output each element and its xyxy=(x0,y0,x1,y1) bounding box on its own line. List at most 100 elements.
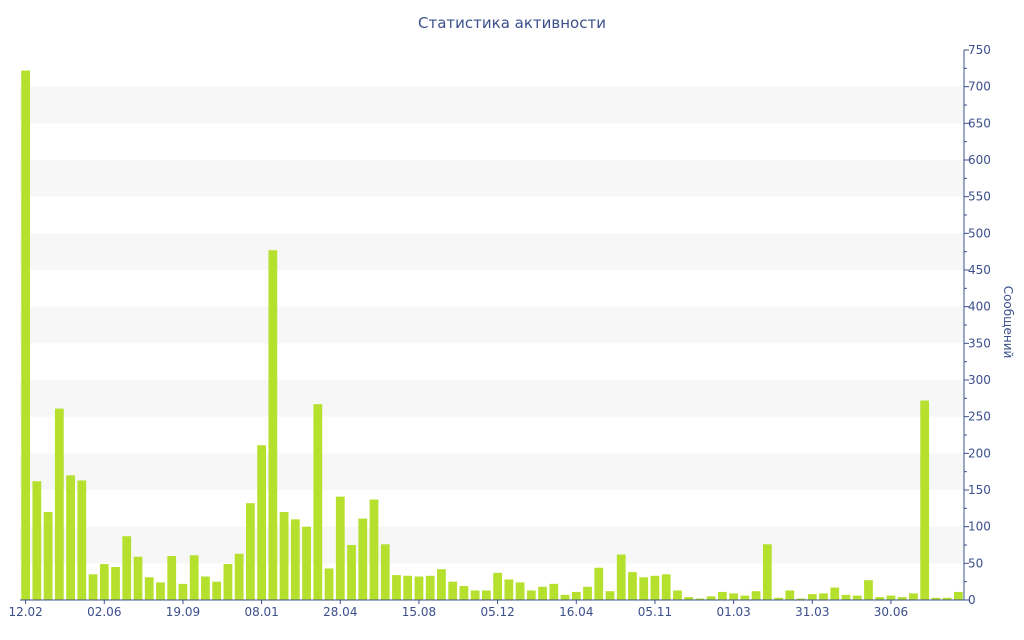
y-tick-label: 0 xyxy=(968,593,976,607)
bar xyxy=(673,590,682,600)
bar xyxy=(369,499,379,600)
bar xyxy=(504,579,514,600)
x-tick-label: 05.12 xyxy=(480,605,514,619)
bar xyxy=(841,594,851,600)
bar xyxy=(852,595,862,600)
bar xyxy=(167,556,177,600)
bar xyxy=(628,572,637,600)
bar xyxy=(279,512,289,600)
y-tick-label: 500 xyxy=(968,226,991,240)
bar xyxy=(66,475,75,600)
y-tick-label: 350 xyxy=(968,336,991,350)
bar xyxy=(32,481,42,600)
bar xyxy=(774,597,783,600)
bar xyxy=(583,586,592,600)
bar xyxy=(661,574,671,600)
bar xyxy=(830,587,840,600)
x-tick-label: 31.03 xyxy=(795,605,829,619)
bar xyxy=(526,590,536,600)
bar xyxy=(111,567,120,600)
bar xyxy=(54,408,64,600)
bar xyxy=(414,576,424,600)
bar xyxy=(156,582,165,600)
bar xyxy=(88,574,98,600)
y-tick-label: 600 xyxy=(968,153,991,167)
x-tick-label: 19.09 xyxy=(166,605,200,619)
bar xyxy=(470,590,480,600)
bar xyxy=(290,519,300,600)
y-tick-label: 250 xyxy=(968,410,991,424)
bar xyxy=(178,583,188,600)
bar xyxy=(909,593,918,600)
y-tick-label: 200 xyxy=(968,446,991,460)
x-tick-label: 15.08 xyxy=(402,605,436,619)
bar xyxy=(234,553,244,600)
bar xyxy=(796,598,806,600)
bar xyxy=(605,591,615,600)
bar xyxy=(897,597,907,600)
bar xyxy=(392,575,401,600)
bar xyxy=(144,577,154,600)
grid-band xyxy=(20,160,964,197)
bar xyxy=(920,400,930,600)
grid-band xyxy=(20,453,964,490)
bar xyxy=(43,512,53,600)
y-tick-label: 150 xyxy=(968,483,991,497)
x-tick-label: 01.03 xyxy=(716,605,750,619)
y-tick-label: 700 xyxy=(968,80,991,94)
bar xyxy=(302,526,311,600)
bar xyxy=(549,583,559,600)
bar xyxy=(358,518,368,600)
bar xyxy=(886,595,896,600)
y-tick-label: 400 xyxy=(968,300,991,314)
bar xyxy=(133,556,143,600)
bar xyxy=(729,593,739,600)
y-tick-label: 550 xyxy=(968,190,991,204)
x-tick-label: 02.06 xyxy=(87,605,121,619)
grid-band xyxy=(20,306,964,344)
bar xyxy=(347,545,356,600)
bar xyxy=(875,597,885,600)
bar xyxy=(21,70,31,601)
bar xyxy=(201,576,210,600)
grid-bands xyxy=(20,86,964,564)
bar xyxy=(616,554,626,600)
bar xyxy=(268,250,278,600)
bar xyxy=(953,591,963,600)
bar xyxy=(313,404,323,600)
bar xyxy=(639,577,649,600)
bar xyxy=(931,597,941,600)
bar xyxy=(751,591,761,600)
y-axis-label: Сообщений xyxy=(1001,286,1015,359)
y-tick-label: 750 xyxy=(968,43,991,57)
grid-band xyxy=(20,233,964,270)
grid-band xyxy=(20,86,964,124)
bar xyxy=(459,586,469,600)
bar xyxy=(448,581,458,600)
bar xyxy=(819,593,828,600)
x-tick-label: 16.04 xyxy=(559,605,593,619)
bar xyxy=(684,597,694,600)
x-tick-label: 30.06 xyxy=(874,605,908,619)
bar xyxy=(245,503,255,600)
grid-band xyxy=(20,380,964,417)
bar xyxy=(257,445,267,600)
x-tick-label: 28.04 xyxy=(323,605,357,619)
x-tick-label: 05.11 xyxy=(638,605,672,619)
bar xyxy=(740,595,750,600)
bar xyxy=(223,564,233,600)
bar xyxy=(403,575,413,600)
bar xyxy=(335,496,345,600)
bar xyxy=(695,598,705,600)
bar xyxy=(380,544,390,600)
bar xyxy=(560,594,570,600)
grid-band xyxy=(20,526,964,564)
y-axis: 0 50 100 150 200 250 300 350 400 450 500 550 600 650 7… xyxy=(963,43,991,607)
bar xyxy=(212,581,222,600)
y-tick-label: 300 xyxy=(968,373,991,387)
bar xyxy=(425,575,435,600)
x-tick-label: 12.02 xyxy=(8,605,42,619)
bar xyxy=(942,597,952,600)
bar xyxy=(864,580,873,600)
